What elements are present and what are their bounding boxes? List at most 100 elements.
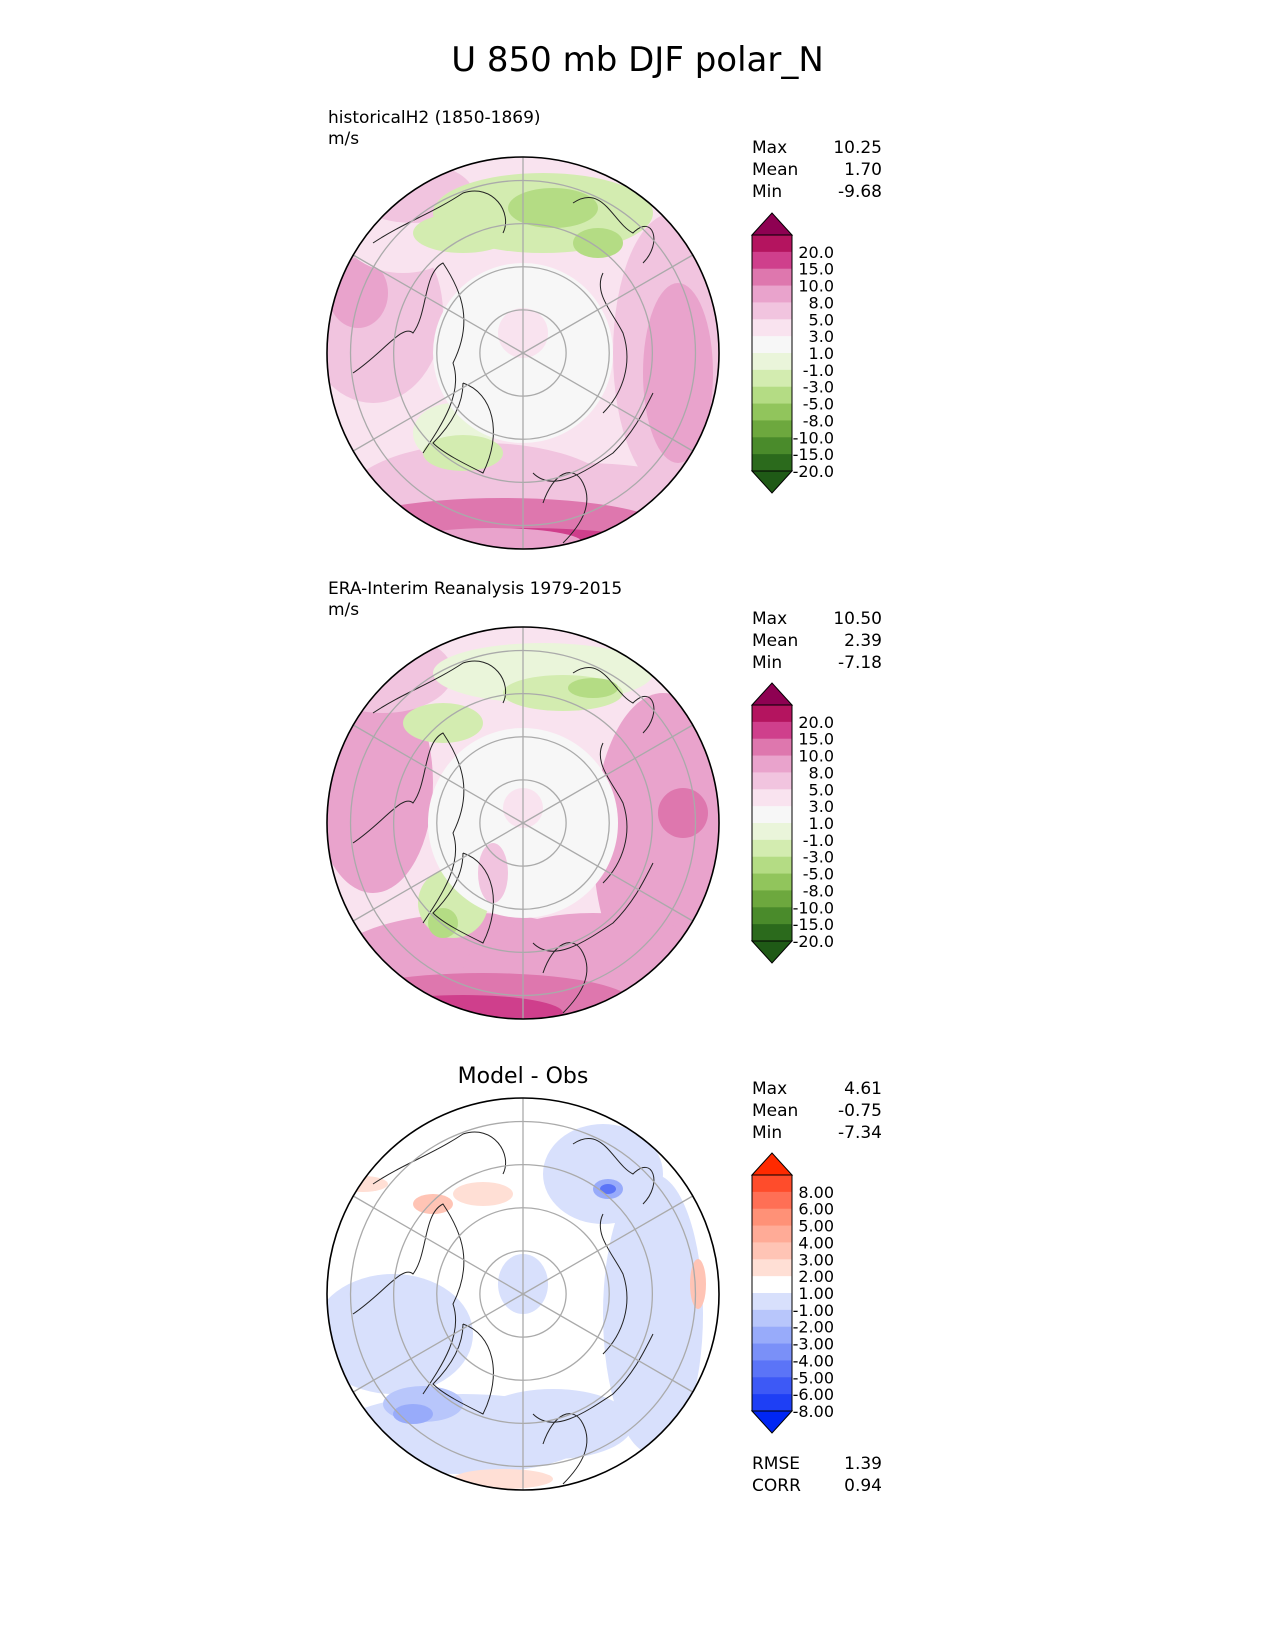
latitude-circle: [436, 266, 610, 440]
colorbar-swatch: [752, 1377, 792, 1395]
panel1-stats: Max 10.25 Mean 1.70 Min -9.68: [752, 137, 882, 203]
panel3-stats: Max 4.61 Mean -0.75 Min -7.34: [752, 1078, 882, 1144]
colorbar-tick-label: -5.00: [793, 1368, 834, 1387]
colorbar-extend-top: [750, 1152, 794, 1176]
coastline: [432, 852, 494, 944]
colorbar-tick-label: -1.00: [793, 1301, 834, 1320]
coastline: [532, 392, 654, 482]
colorbar-tick-label: 2.00: [798, 1267, 834, 1286]
colorbar-swatch: [752, 336, 792, 354]
map-field: [327, 1098, 719, 1490]
contour-region: [343, 193, 463, 273]
colorbar-swatch: [752, 454, 792, 472]
graticule: [349, 1098, 697, 1490]
colorbar-tick-label: 5.00: [798, 1217, 834, 1236]
colorbar-tick-label: 1.0: [809, 814, 834, 833]
panel2-units: m/s: [328, 600, 360, 620]
contour-region: [353, 163, 473, 223]
contour-region: [498, 1254, 548, 1314]
coastline: [599, 742, 628, 884]
colorbar-tick-label: 10.0: [798, 747, 834, 766]
coastline: [372, 1131, 507, 1185]
meridian-line: [522, 1195, 694, 1295]
colorbar-extend-top: [750, 682, 794, 706]
colorbar-swatch: [752, 235, 792, 253]
colorbar-swatch: [752, 721, 792, 740]
contour-region: [383, 528, 663, 549]
latitude-circle: [392, 692, 654, 954]
latitude-circle: [436, 1207, 610, 1381]
contour-region: [643, 283, 713, 463]
meridian-line: [522, 724, 694, 824]
coastline: [532, 1333, 654, 1423]
contour-region: [478, 843, 508, 903]
panel1-model-label: historicalH2 (1850-1869): [328, 108, 541, 128]
colorbar-tick-label: 3.00: [798, 1250, 834, 1269]
colorbar-extend-bottom: [750, 940, 794, 964]
coastline: [432, 1323, 494, 1415]
coastline: [372, 190, 507, 244]
colorbar-swatch: [752, 268, 792, 287]
contour-region: [503, 675, 623, 711]
colorbar-swatch: [752, 856, 792, 875]
contour-region: [333, 1394, 593, 1474]
colorbar-tick-label: -10.0: [793, 898, 834, 917]
meridian-line: [352, 1195, 524, 1295]
latitude-circle: [392, 1163, 654, 1425]
colorbar-swatch: [752, 1276, 792, 1294]
map-field: [327, 157, 719, 549]
contour-region: [343, 443, 623, 549]
contour-region: [333, 973, 633, 1019]
colorbar-swatch: [752, 839, 792, 858]
contour-region: [690, 1259, 706, 1309]
colorbar-swatch: [752, 420, 792, 438]
colorbar-tick-label: 20.0: [798, 243, 834, 262]
colorbar-swatch: [752, 1242, 792, 1260]
panel2-stats: Max 10.50 Mean 2.39 Min -7.18: [752, 608, 882, 674]
colorbar-tick-label: -10.0: [793, 428, 834, 447]
stat-name: Mean: [752, 160, 799, 180]
colorbar-tick-label: 8.0: [809, 293, 834, 312]
stat-name: Max: [752, 138, 788, 158]
stat-value: 10.50: [833, 609, 882, 629]
contour-region: [433, 173, 653, 253]
colorbar-tick-label: 5.0: [809, 310, 834, 329]
metric-value: 1.39: [844, 1454, 882, 1474]
meridian-line: [352, 822, 524, 922]
contour-region: [593, 1179, 623, 1199]
graticule: [349, 157, 697, 549]
latitude-circle: [349, 179, 697, 527]
contour-region: [338, 1176, 388, 1192]
meridian-line: [352, 254, 524, 354]
metric-name: RMSE: [752, 1454, 801, 1474]
metric-name: CORR: [752, 1476, 801, 1496]
coastline: [352, 1203, 465, 1395]
colorbar-tick-label: -20.0: [793, 932, 834, 951]
colorbar-swatch: [752, 386, 792, 405]
stat-name: Min: [752, 182, 783, 202]
map-background: [327, 1098, 719, 1490]
colorbar-tick-label: 3.0: [809, 327, 834, 346]
contour-region: [433, 263, 613, 443]
coastline: [542, 942, 588, 1014]
colorbar-swatch: [752, 924, 792, 942]
map-background: [327, 627, 719, 1019]
colorbar-swatch: [752, 1394, 792, 1412]
colorbar-swatch: [752, 1208, 792, 1227]
contour-region: [403, 703, 483, 743]
colorbar-extend-bottom: [750, 470, 794, 494]
coastline: [542, 1413, 588, 1485]
colorbar-2: 20.015.010.08.05.03.01.0-1.0-3.0-5.0-8.0…: [750, 682, 834, 964]
contour-region: [473, 1389, 633, 1459]
colorbar-tick-label: 4.00: [798, 1233, 834, 1252]
colorbar-swatch: [752, 1293, 792, 1311]
colorbar-swatch: [752, 251, 792, 270]
meridian-line: [522, 352, 694, 452]
contour-region: [393, 1404, 433, 1424]
contour-region: [593, 693, 719, 993]
coastline: [432, 382, 494, 474]
colorbar-swatch: [752, 907, 792, 925]
colorbar-swatch: [752, 1343, 792, 1361]
contour-region: [413, 1194, 453, 1214]
latitude-circle: [479, 309, 567, 397]
